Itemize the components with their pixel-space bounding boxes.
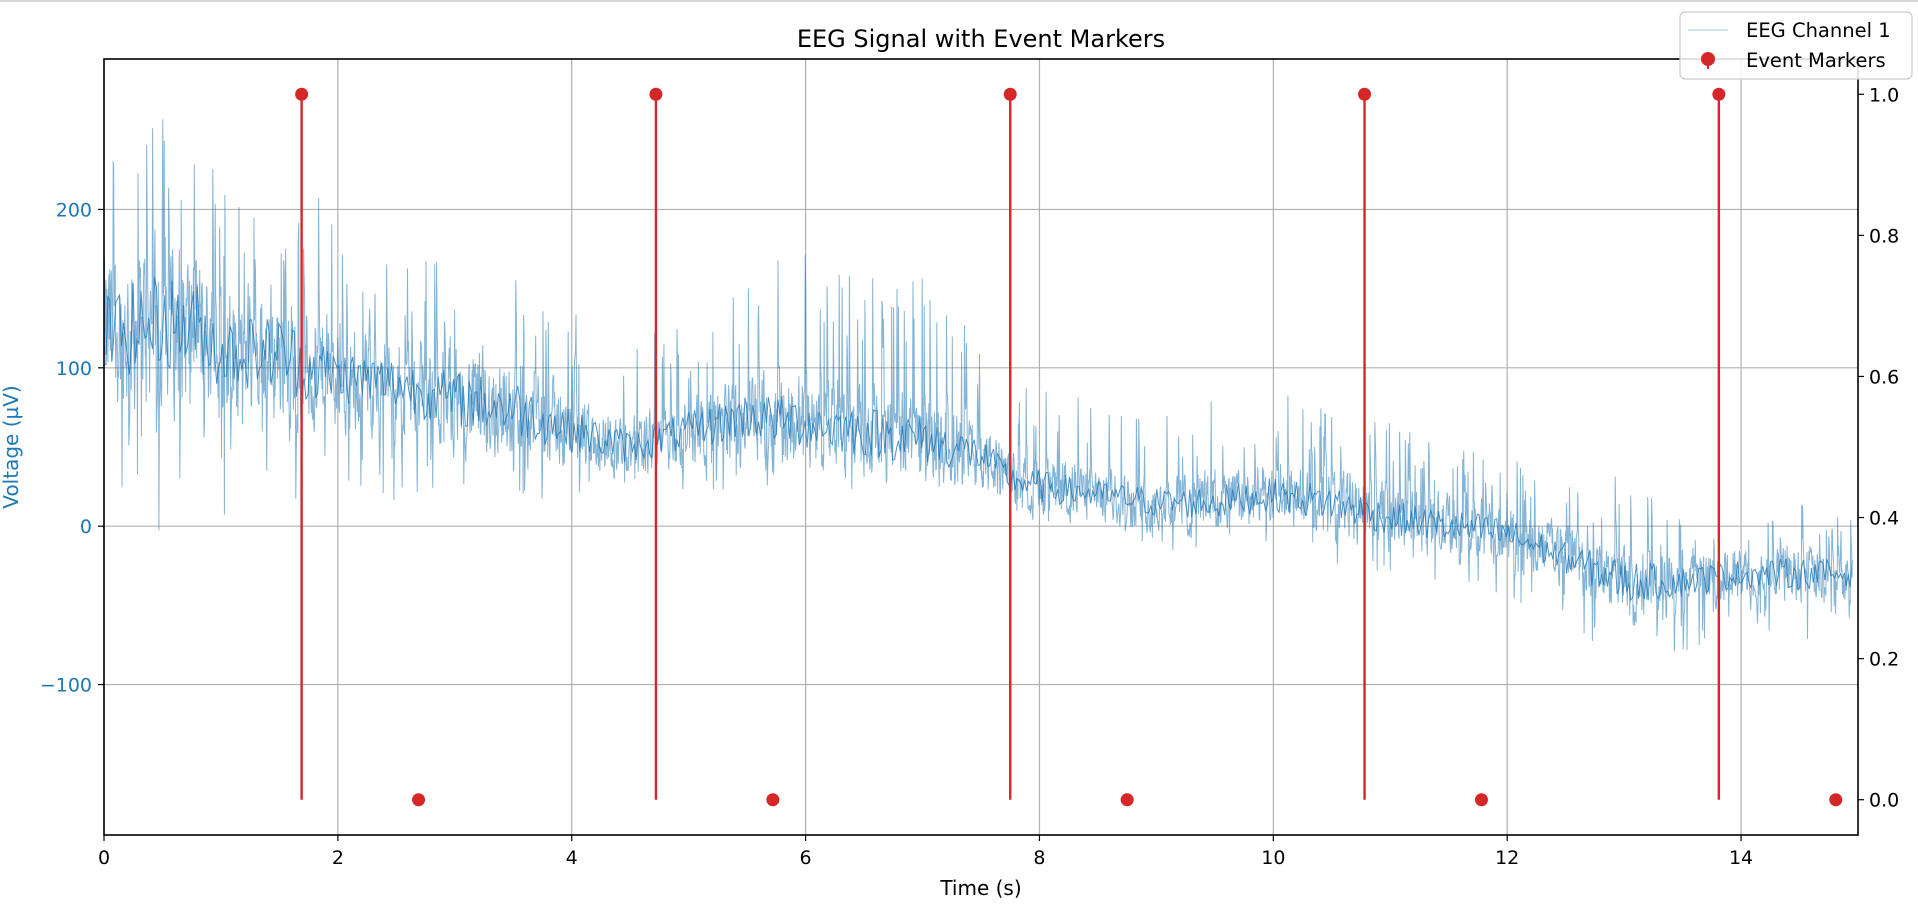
y2-axis-ticks: 0.0 0.2 0.4 0.6 0.8 1.0 [1858,84,1899,812]
event-marker-point [1712,87,1726,101]
grid [103,59,1858,835]
x-tick-label: 4 [566,847,578,869]
event-marker-point [649,87,663,101]
legend-marker-swatch [1701,52,1715,66]
event-marker-point [1003,87,1017,101]
event-marker-point [412,793,426,807]
x-axis-ticks: 0 2 4 6 8 10 12 14 [98,835,1753,869]
y2-tick-label: 0.8 [1869,225,1899,247]
legend-marker-label: Event Markers [1746,49,1886,72]
y2-tick-label: 0.6 [1869,366,1899,388]
y-tick-label: 200 [56,199,92,221]
window-top-border [0,0,1918,2]
y-tick-label: 100 [56,358,92,380]
y-tick-label: −100 [40,675,92,697]
x-tick-label: 8 [1033,847,1045,869]
event-marker-point [1829,793,1843,807]
event-marker-point [1120,793,1134,807]
x-tick-label: 12 [1495,847,1519,869]
event-marker-point [1358,87,1372,101]
y-axis-label: Voltage (µV) [0,385,23,508]
x-tick-label: 0 [98,847,110,869]
eeg-trace [103,119,1853,652]
plot-frame [103,58,1859,836]
legend: EEG Channel 1 Event Markers [1679,11,1913,80]
y-axis-ticks: −100 0 100 200 [40,199,104,697]
y2-tick-label: 1.0 [1869,84,1899,106]
event-marker-point [766,793,780,807]
eeg-trace-core [104,277,1853,602]
event-markers-series [295,87,1843,807]
legend-box [1679,11,1913,80]
x-tick-label: 2 [332,847,344,869]
event-marker-point [295,87,309,101]
event-marker-point [1474,793,1488,807]
y-tick-label: 0 [80,516,92,538]
x-axis-label: Time (s) [939,876,1021,900]
x-tick-label: 14 [1729,847,1753,869]
eeg-series [103,119,1853,652]
y2-tick-label: 0.0 [1869,790,1899,812]
y2-tick-label: 0.4 [1869,508,1899,530]
legend-eeg-label: EEG Channel 1 [1746,19,1891,42]
x-tick-label: 10 [1261,847,1285,869]
y2-tick-label: 0.2 [1869,649,1899,671]
x-tick-label: 6 [800,847,812,869]
chart-title: EEG Signal with Event Markers [797,25,1165,53]
